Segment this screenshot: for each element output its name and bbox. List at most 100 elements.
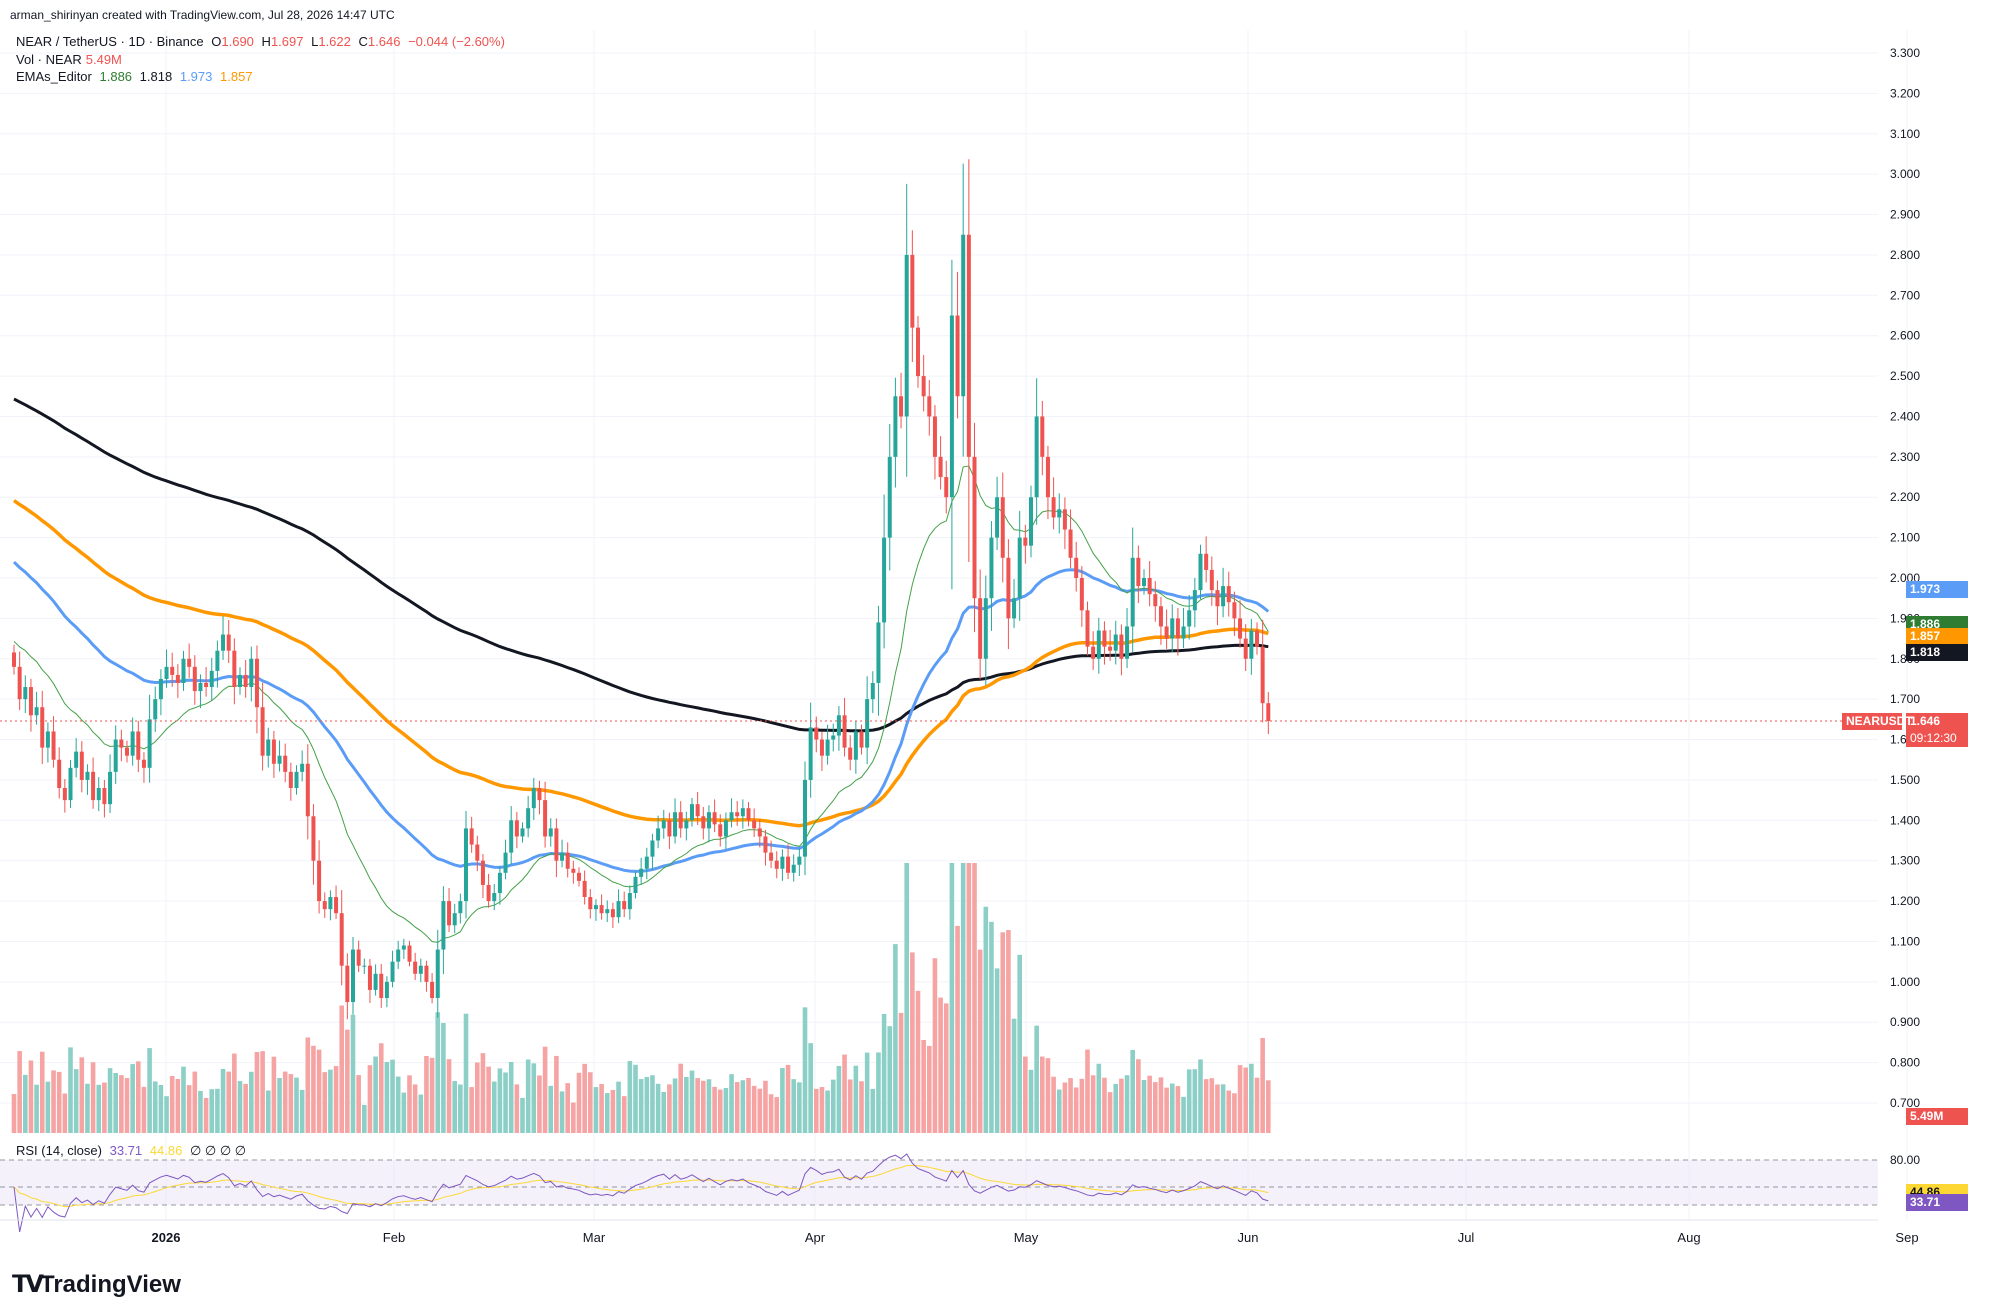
candle <box>322 901 327 910</box>
candle <box>68 767 73 801</box>
volume-bar <box>717 1089 723 1133</box>
candle <box>593 905 598 910</box>
candle <box>486 884 491 902</box>
y-tick-label: 3.200 <box>1890 86 1920 100</box>
volume-bar <box>102 1082 107 1133</box>
volume-bar <box>39 1051 45 1133</box>
volume-bar <box>616 1081 621 1133</box>
candle <box>718 824 723 837</box>
volume-bar <box>1056 1089 1062 1133</box>
volume-bar <box>655 1083 661 1133</box>
volume-bar <box>169 1076 175 1133</box>
rsi-ma-value: 44.86 <box>149 1143 183 1158</box>
volume-bar <box>220 1068 226 1133</box>
volume-bar <box>904 863 909 1133</box>
candle <box>656 828 661 841</box>
candle <box>430 981 435 998</box>
candle <box>249 658 254 688</box>
volume-bar <box>79 1057 85 1133</box>
candle <box>351 949 355 1003</box>
volume-bar <box>299 1089 305 1133</box>
volume-bar <box>452 1081 457 1133</box>
volume-bar <box>983 906 989 1133</box>
volume-bar <box>955 925 960 1133</box>
ema100-line <box>12 499 1269 828</box>
candle <box>1074 557 1079 578</box>
candle <box>469 828 474 845</box>
y-tick-label: 1.200 <box>1890 894 1920 908</box>
volume-bar <box>1186 1069 1192 1133</box>
volume-bar <box>1040 1056 1045 1133</box>
candle <box>1051 497 1056 518</box>
candle <box>345 965 350 1003</box>
candle <box>605 909 610 914</box>
candle <box>74 751 79 768</box>
volume-bar <box>480 1053 486 1133</box>
x-tick-label: Mar <box>583 1230 606 1245</box>
volume-bar <box>294 1077 299 1133</box>
volume-bar <box>1096 1063 1102 1133</box>
volume-bar <box>362 1105 367 1133</box>
candle <box>447 901 452 926</box>
candle <box>147 719 152 768</box>
candle <box>164 666 169 679</box>
low-label: L <box>311 34 319 49</box>
volume-bar <box>927 1045 932 1133</box>
candle <box>418 965 423 974</box>
volume-bar <box>435 1012 441 1133</box>
candle <box>780 856 785 869</box>
volume-bar <box>588 1072 593 1133</box>
volume-bar <box>1232 1093 1237 1133</box>
volume-tag: 5.49M <box>1906 1108 1968 1125</box>
time-axis: 2026 Feb Mar Apr May Jun Jul Aug Sep <box>152 1230 1919 1245</box>
volume-bar <box>401 1092 407 1133</box>
candle <box>706 812 711 829</box>
volume-bar <box>1164 1087 1169 1133</box>
volume-bar <box>887 1026 893 1133</box>
close-label: C <box>358 34 368 49</box>
candle <box>119 739 124 748</box>
tradingview-logo: 𝗧𝗩TradingView <box>12 1270 181 1299</box>
candle <box>1198 553 1203 591</box>
candle <box>1000 497 1005 558</box>
candle <box>746 808 751 821</box>
candle <box>503 852 508 873</box>
candle <box>1096 630 1101 659</box>
volume-bar <box>1023 1056 1028 1133</box>
candle <box>373 973 378 990</box>
y-tick-label: 0.800 <box>1890 1056 1920 1070</box>
volume-bar <box>876 1052 881 1133</box>
volume-bar <box>559 1091 565 1133</box>
volume-bar <box>1260 1038 1265 1133</box>
candle <box>1034 416 1039 498</box>
candle <box>85 771 90 780</box>
volume-bar <box>1158 1077 1164 1133</box>
volume-bar <box>1153 1082 1158 1133</box>
candle <box>492 893 497 902</box>
candle <box>12 652 16 667</box>
volume-bar <box>475 1062 480 1133</box>
volume-bar <box>345 1029 350 1133</box>
y-tick-label: 3.000 <box>1890 167 1920 181</box>
candle <box>401 945 406 950</box>
candle <box>28 687 33 716</box>
candle <box>797 856 802 865</box>
candle <box>34 707 39 716</box>
volume-value: 5.49M <box>85 52 122 67</box>
volume-bar <box>373 1056 378 1133</box>
volume-bar <box>881 1014 887 1133</box>
volume-bar <box>514 1084 520 1133</box>
candle <box>1091 646 1096 659</box>
volume-bar <box>1254 1077 1260 1133</box>
candle <box>684 820 689 829</box>
volume-bar <box>949 863 955 1133</box>
candle <box>882 537 887 623</box>
volume-bar <box>282 1071 288 1133</box>
volume-bar <box>864 1052 870 1133</box>
candle <box>57 759 62 788</box>
candle <box>808 727 813 780</box>
volume-bar <box>215 1088 220 1133</box>
candle <box>978 598 983 659</box>
volume-bar <box>1011 1018 1017 1133</box>
